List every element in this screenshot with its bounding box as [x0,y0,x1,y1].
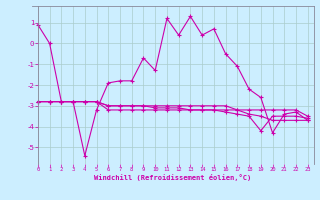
X-axis label: Windchill (Refroidissement éolien,°C): Windchill (Refroidissement éolien,°C) [94,174,252,181]
